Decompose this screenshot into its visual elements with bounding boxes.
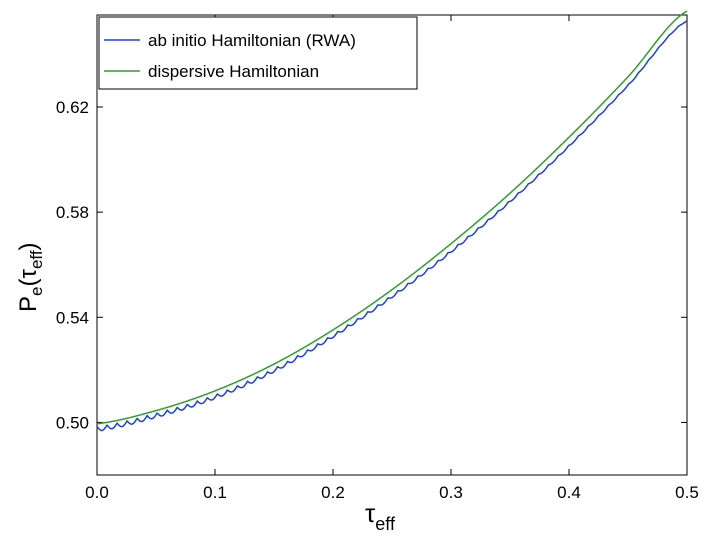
x-tick-label: 0.2 — [321, 483, 345, 502]
y-tick-label: 0.62 — [56, 98, 89, 117]
x-tick-label: 0.3 — [439, 483, 463, 502]
legend: ab initio Hamiltonian (RWA) dispersive H… — [98, 16, 418, 90]
y-axis-title: Pe(τeff) — [15, 242, 46, 312]
x-tick-label: 0.1 — [203, 483, 227, 502]
x-tick-label: 0.5 — [675, 483, 699, 502]
x-axis-title: τeff — [365, 498, 396, 534]
legend-box — [98, 16, 418, 90]
legend-label-dispersive: dispersive Hamiltonian — [148, 62, 319, 81]
y-tick-label: 0.50 — [56, 413, 89, 432]
x-tick-label: 0.0 — [85, 483, 109, 502]
series-line-ab-initio — [96, 20, 688, 432]
x-tick-label: 0.4 — [557, 483, 581, 502]
y-tick-label: 0.58 — [56, 203, 89, 222]
y-tick-label: 0.54 — [56, 308, 89, 327]
series-layer — [96, 10, 688, 432]
legend-label-ab-initio: ab initio Hamiltonian (RWA) — [148, 31, 356, 50]
axis-tick-labels: 0.0 0.1 0.2 0.3 0.4 0.5 0.50 0.54 0.58 0.62 — [56, 98, 699, 502]
series-line-dispersive — [96, 10, 688, 425]
